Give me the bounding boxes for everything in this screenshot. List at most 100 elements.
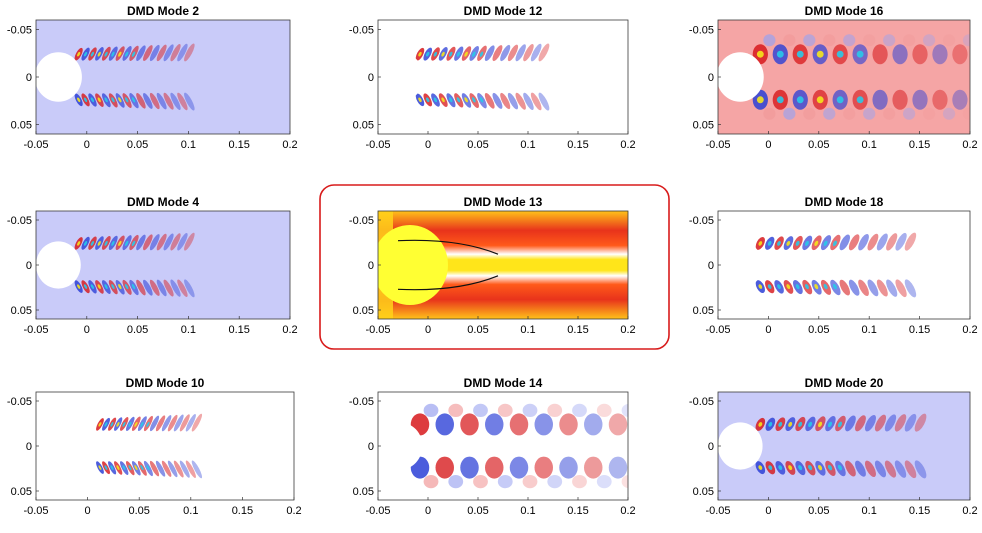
panel-title: DMD Mode 13 bbox=[464, 195, 543, 209]
x-tick-label: -0.05 bbox=[705, 324, 730, 336]
y-tick-label: 0.05 bbox=[11, 486, 32, 498]
x-tick-label: 0 bbox=[425, 139, 431, 151]
x-tick-label: -0.05 bbox=[705, 139, 730, 151]
x-tick-label: 0.15 bbox=[567, 505, 588, 517]
x-tick-label: 0.05 bbox=[808, 139, 829, 151]
y-tick-label: 0.05 bbox=[11, 305, 32, 317]
x-tick-label: 0.05 bbox=[467, 139, 488, 151]
mode-panel: DMD Mode 12 -0.05 0 0.05 0.1 0.15 0.2 -0.05 0 0.0… bbox=[349, 4, 636, 151]
x-tick-label: 0.1 bbox=[862, 505, 877, 517]
x-tick-label: 0.2 bbox=[282, 324, 297, 336]
panel-title: DMD Mode 20 bbox=[805, 376, 884, 390]
panel-title: DMD Mode 10 bbox=[126, 376, 205, 390]
panel-title: DMD Mode 2 bbox=[127, 4, 199, 18]
x-tick-label: 0.15 bbox=[909, 505, 930, 517]
x-tick-label: 0 bbox=[425, 505, 431, 517]
x-tick-label: 0.15 bbox=[909, 139, 930, 151]
y-tick-label: -0.05 bbox=[689, 25, 714, 37]
x-tick-label: 0 bbox=[765, 505, 771, 517]
x-tick-label: -0.05 bbox=[365, 505, 390, 517]
y-tick-label: -0.05 bbox=[689, 215, 714, 227]
x-tick-label: 0.1 bbox=[520, 139, 535, 151]
mode-panel: DMD Mode 10 -0.05 0 0.05 0.1 0.15 0.2 -0.05 0 0.0… bbox=[7, 376, 302, 517]
x-tick-label: 0.05 bbox=[467, 324, 488, 336]
x-tick-label: -0.05 bbox=[23, 324, 48, 336]
y-tick-label: 0 bbox=[708, 441, 714, 453]
y-tick-label: 0.05 bbox=[353, 305, 374, 317]
x-tick-label: 0.15 bbox=[228, 324, 249, 336]
y-tick-label: 0 bbox=[708, 72, 714, 84]
x-tick-label: 0.1 bbox=[862, 324, 877, 336]
y-tick-label: 0.05 bbox=[693, 305, 714, 317]
mode-field bbox=[378, 20, 628, 134]
y-tick-label: -0.05 bbox=[349, 396, 374, 408]
x-tick-label: 0.1 bbox=[181, 139, 196, 151]
mode-panel: DMD Mode 14 -0.05 0 0.05 0.1 0.15 0.2 -0.05 0 0.0… bbox=[349, 376, 636, 517]
panel-title: DMD Mode 16 bbox=[805, 4, 884, 18]
y-tick-label: 0 bbox=[26, 72, 32, 84]
x-tick-label: 0.2 bbox=[282, 139, 297, 151]
mode-field bbox=[718, 211, 970, 319]
x-tick-label: 0 bbox=[85, 505, 91, 517]
mode-panel: DMD Mode 16 -0.05 0 0.05 0.1 0.15 0.2 -0.05 0 0.0… bbox=[689, 4, 978, 151]
panel-title: DMD Mode 14 bbox=[464, 376, 543, 390]
y-tick-label: 0.05 bbox=[693, 120, 714, 132]
x-tick-label: 0.2 bbox=[962, 139, 977, 151]
x-tick-label: 0.2 bbox=[962, 324, 977, 336]
mode-panel: DMD Mode 13 -0.05 0 0.05 0.1 0.15 0.2 -0.05 0 0.0… bbox=[349, 195, 636, 336]
x-tick-label: -0.05 bbox=[365, 139, 390, 151]
y-tick-label: 0.05 bbox=[693, 486, 714, 498]
x-tick-label: 0.1 bbox=[183, 505, 198, 517]
mode-field bbox=[36, 211, 290, 319]
x-tick-label: 0.1 bbox=[520, 324, 535, 336]
x-tick-label: -0.05 bbox=[23, 139, 48, 151]
x-tick-label: 0.2 bbox=[620, 324, 635, 336]
y-tick-label: 0 bbox=[26, 260, 32, 272]
y-tick-label: -0.05 bbox=[7, 396, 32, 408]
x-tick-label: 0.15 bbox=[232, 505, 253, 517]
mode-panel: DMD Mode 2 -0.05 0 0.05 0.1 0.15 0.2 -0.05 0 0.05 bbox=[7, 4, 298, 151]
y-tick-label: -0.05 bbox=[689, 396, 714, 408]
mode-panel: DMD Mode 4 -0.05 0 0.05 0.1 0.15 0.2 -0.05 0 0.05 bbox=[7, 195, 298, 336]
mode-field bbox=[378, 392, 628, 500]
x-tick-label: 0.1 bbox=[520, 505, 535, 517]
y-tick-label: -0.05 bbox=[349, 215, 374, 227]
mode-panel: DMD Mode 18 -0.05 0 0.05 0.1 0.15 0.2 -0.05 0 0.0… bbox=[689, 195, 978, 336]
y-tick-label: 0.05 bbox=[353, 120, 374, 132]
y-tick-label: 0 bbox=[708, 260, 714, 272]
x-tick-label: 0.15 bbox=[909, 324, 930, 336]
x-tick-label: 0.05 bbox=[808, 324, 829, 336]
y-tick-label: 0 bbox=[26, 441, 32, 453]
x-tick-label: 0.05 bbox=[127, 139, 148, 151]
y-tick-label: 0.05 bbox=[11, 120, 32, 132]
x-tick-label: -0.05 bbox=[365, 324, 390, 336]
x-tick-label: 0.05 bbox=[808, 505, 829, 517]
mode-field bbox=[718, 392, 970, 500]
panel-title: DMD Mode 18 bbox=[805, 195, 884, 209]
x-tick-label: 0 bbox=[425, 324, 431, 336]
y-tick-label: -0.05 bbox=[349, 25, 374, 37]
y-tick-label: 0.05 bbox=[353, 486, 374, 498]
x-tick-label: 0.15 bbox=[567, 139, 588, 151]
x-tick-label: 0.15 bbox=[228, 139, 249, 151]
y-tick-label: 0 bbox=[368, 260, 374, 272]
x-tick-label: 0.2 bbox=[962, 505, 977, 517]
y-tick-label: 0 bbox=[368, 72, 374, 84]
x-tick-label: 0.2 bbox=[620, 505, 635, 517]
mode-panel: DMD Mode 20 -0.05 0 0.05 0.1 0.15 0.2 -0.05 0 0.0… bbox=[689, 376, 978, 517]
x-tick-label: 0.2 bbox=[620, 139, 635, 151]
panel-title: DMD Mode 4 bbox=[127, 195, 199, 209]
mode-field bbox=[718, 20, 970, 134]
x-tick-label: 0.05 bbox=[128, 505, 149, 517]
mode-field bbox=[36, 20, 290, 134]
x-tick-label: 0 bbox=[84, 324, 90, 336]
mode-field bbox=[378, 211, 628, 319]
x-tick-label: 0.15 bbox=[567, 324, 588, 336]
y-tick-label: -0.05 bbox=[7, 215, 32, 227]
x-tick-label: 0.1 bbox=[862, 139, 877, 151]
x-tick-label: 0 bbox=[765, 139, 771, 151]
x-tick-label: 0 bbox=[765, 324, 771, 336]
x-tick-label: -0.05 bbox=[23, 505, 48, 517]
x-tick-label: 0.05 bbox=[127, 324, 148, 336]
